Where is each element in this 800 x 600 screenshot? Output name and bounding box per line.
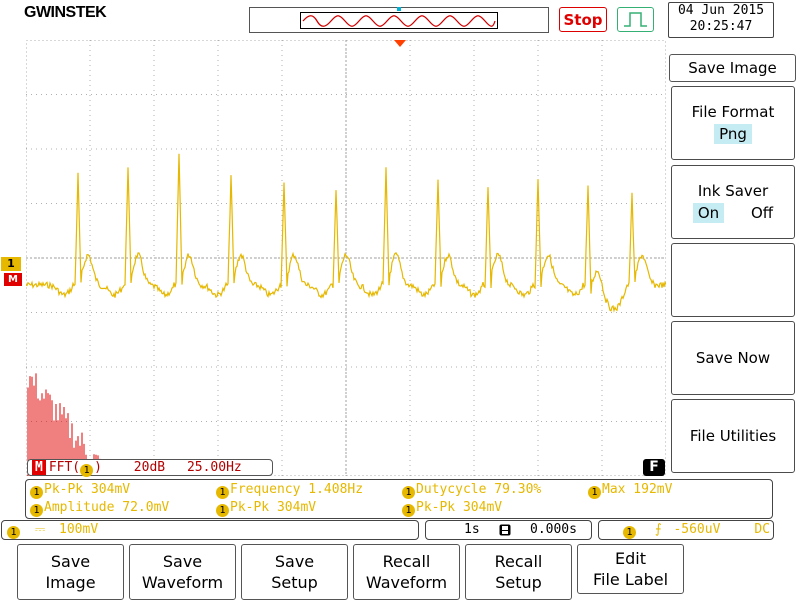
f-indicator-badge: F <box>643 459 665 476</box>
brand-logo: GWINSTEK <box>24 4 107 21</box>
timebase-readout[interactable]: 1s 0.000s <box>425 520 592 540</box>
softkey-line1: Save <box>274 552 315 571</box>
ch1-status-icon: 1 <box>7 526 20 539</box>
waveform-overview <box>249 7 549 33</box>
softkey-line2: Waveform <box>141 573 224 592</box>
trigger-level: -560uV <box>673 522 721 537</box>
ch1-measure-icon: 1 <box>402 504 415 517</box>
graticule <box>26 40 666 476</box>
ch1-scale-readout[interactable]: 1 ⎓ 100mV <box>1 520 419 540</box>
softkey-line2: Image <box>45 573 96 592</box>
horizontal-position-icon <box>499 524 511 536</box>
save-setup-softkey[interactable]: Save Setup <box>241 544 348 600</box>
overview-window <box>300 12 498 29</box>
ch1-measure-icon: 1 <box>30 504 43 517</box>
file-utilities-button[interactable]: File Utilities <box>671 399 795 473</box>
ch1-measure-icon: 1 <box>216 504 229 517</box>
overview-wave-icon <box>302 15 496 27</box>
ink-saver-button[interactable]: Ink Saver On Off <box>671 165 795 239</box>
fft-info-bar: M FFT(1) 20dB 25.00Hz <box>27 459 273 477</box>
fft-vertical-scale: 20dB <box>133 460 166 475</box>
ch1-measure-icon: 1 <box>30 486 43 499</box>
recall-waveform-softkey[interactable]: Recall Waveform <box>353 544 460 600</box>
softkey-line1: Edit <box>615 549 646 568</box>
measurement-item: 1 Frequency 1.408Hz <box>216 482 363 499</box>
file-format-value: Png <box>714 124 752 144</box>
menu-title: Save Image <box>669 54 796 82</box>
horizontal-position-value: 0.000s <box>530 522 577 537</box>
fft-span: 25.00Hz <box>186 460 242 475</box>
fft-source-channel-icon: 1 <box>80 464 94 477</box>
save-waveform-softkey[interactable]: Save Waveform <box>129 544 236 600</box>
ch1-volts-per-div: 100mV <box>59 522 99 537</box>
coupling-icon: ⎓ <box>34 522 46 537</box>
waveform-display[interactable] <box>26 40 666 476</box>
save-image-softkey[interactable]: Save Image <box>17 544 124 600</box>
trigger-slope-icon: ⨍ <box>654 522 662 537</box>
math-badge: M <box>32 460 46 475</box>
time-text: 20:25:47 <box>689 19 753 34</box>
ch1-ground-marker[interactable]: 1 <box>1 257 21 271</box>
ch1-measure-icon: 1 <box>588 486 601 499</box>
softkey-line1: Save <box>50 552 91 571</box>
measurement-item: 1 Amplitude 72.0mV <box>30 500 169 517</box>
measurement-item: 1 Pk-Pk 304mV <box>30 482 130 499</box>
trigger-coupling: DC <box>754 522 770 537</box>
ch1-measure-icon: 1 <box>402 486 415 499</box>
softkey-line1: Recall <box>494 552 543 571</box>
run-stop-button[interactable]: Stop <box>559 7 607 32</box>
fft-label: FFT( <box>48 460 81 475</box>
menu-empty-slot <box>671 243 795 317</box>
trigger-readout[interactable]: 1 ⨍ -560uV DC <box>598 520 774 540</box>
measurement-item: 1 Dutycycle 79.30% <box>402 482 541 499</box>
trigger-position-marker <box>394 40 406 47</box>
measurement-panel: 1 Pk-Pk 304mV 1 Frequency 1.408Hz 1 Dutycyc… <box>25 479 773 519</box>
overview-position-marker <box>397 7 401 11</box>
edit-file-label-softkey[interactable]: Edit File Label <box>577 544 684 594</box>
measurement-item: 1 Pk-Pk 304mV <box>216 500 316 517</box>
softkey-line2: Setup <box>495 573 542 592</box>
date-time-display: 04 Jun 2015 20:25:47 <box>668 2 774 38</box>
save-now-button[interactable]: Save Now <box>671 321 795 395</box>
date-text: 04 Jun 2015 <box>677 3 765 18</box>
ink-saver-off-option: Off <box>750 204 774 222</box>
timebase-value: 1s <box>464 522 480 537</box>
math-marker[interactable]: M <box>4 273 22 286</box>
file-format-button[interactable]: File Format Png <box>671 86 795 160</box>
softkey-line1: Recall <box>382 552 431 571</box>
recall-setup-softkey[interactable]: Recall Setup <box>465 544 572 600</box>
fft-label-close: ) <box>94 460 102 475</box>
ink-saver-label: Ink Saver <box>697 182 769 200</box>
file-format-label: File Format <box>691 103 775 121</box>
ch1-trace <box>26 153 666 313</box>
ink-saver-on-option: On <box>692 203 725 223</box>
softkey-line1: Save <box>162 552 203 571</box>
softkey-line2: Waveform <box>365 573 448 592</box>
ch1-measure-icon: 1 <box>216 486 229 499</box>
measurement-item: 1 Max 192mV <box>588 482 672 499</box>
softkey-line2: Setup <box>271 573 318 592</box>
softkey-line2: File Label <box>592 570 669 589</box>
trigger-source-icon: 1 <box>623 526 636 539</box>
measurement-item: 1 Pk-Pk 304mV <box>402 500 502 517</box>
trigger-status-icon <box>617 7 654 32</box>
